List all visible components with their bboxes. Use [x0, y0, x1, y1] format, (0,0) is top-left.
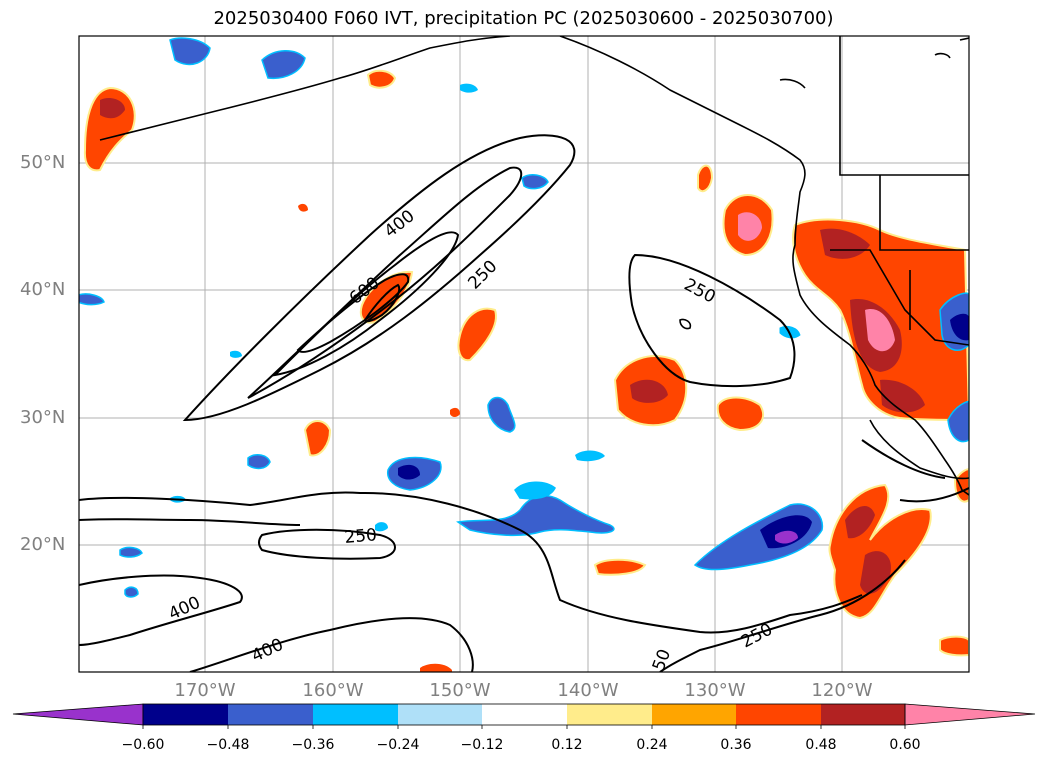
colorbar-bin [567, 704, 652, 725]
contour-label: 400 [249, 635, 287, 667]
lat-label: 20°N [20, 534, 66, 555]
colorbar-bin [143, 704, 228, 725]
lat-label: 50°N [20, 152, 66, 173]
colorbar-tick-label: 0.24 [636, 737, 668, 753]
colorbar-bin [736, 704, 821, 725]
map-plot-area: 400 600 250 250 250 400 400 250 50 [79, 36, 969, 674]
colorbar-bin [652, 704, 736, 725]
colorbar-tick-label: −0.24 [376, 737, 420, 753]
contour-label: 50 [649, 647, 675, 674]
colorbar-bin [313, 704, 398, 725]
colorbar-bin [228, 704, 313, 725]
colorbar-tick-label: −0.12 [460, 737, 504, 753]
colorbar-tick-label: 0.48 [805, 737, 837, 753]
colorbar-bin [398, 704, 482, 725]
colorbar-tick-label: −0.36 [291, 737, 335, 753]
colorbar-tick-label: 0.12 [551, 737, 583, 753]
negative-pc-shading [79, 37, 969, 598]
lon-label: 160°W [302, 680, 364, 701]
map-title: 2025030400 F060 IVT, precipitation PC (2… [213, 8, 834, 29]
lon-label: 150°W [429, 680, 491, 701]
contour-label: 250 [344, 525, 378, 548]
contour-label: 250 [738, 620, 776, 653]
contour-label: 250 [681, 275, 719, 308]
lon-label: 130°W [684, 680, 746, 701]
contour-label: 250 [464, 256, 501, 293]
colorbar-tick-label: −0.60 [121, 737, 165, 753]
lat-label: 40°N [20, 279, 66, 300]
colorbar-tick-label: 0.60 [889, 737, 921, 753]
graticule [79, 36, 969, 672]
map-frame [78, 35, 970, 673]
lat-label: 30°N [20, 407, 66, 428]
contour-label: 400 [381, 206, 419, 242]
colorbar-tick-label: 0.36 [720, 737, 752, 753]
contour-label: 400 [166, 593, 204, 625]
colorbar [12, 703, 1036, 729]
colorbar-bin [821, 704, 905, 725]
lon-label: 120°W [811, 680, 873, 701]
lon-label: 140°W [557, 680, 619, 701]
colorbar-extend-max [904, 703, 1036, 726]
colorbar-bin [482, 704, 567, 725]
colorbar-extend-min [12, 703, 144, 726]
colorbar-outline [142, 703, 906, 726]
lon-label: 170°W [174, 680, 236, 701]
coastlines [99, 36, 969, 496]
contour-labels: 400 600 250 250 250 400 400 250 50 [166, 206, 776, 674]
colorbar-tick-label: −0.48 [206, 737, 250, 753]
ivt-contours [79, 134, 969, 672]
